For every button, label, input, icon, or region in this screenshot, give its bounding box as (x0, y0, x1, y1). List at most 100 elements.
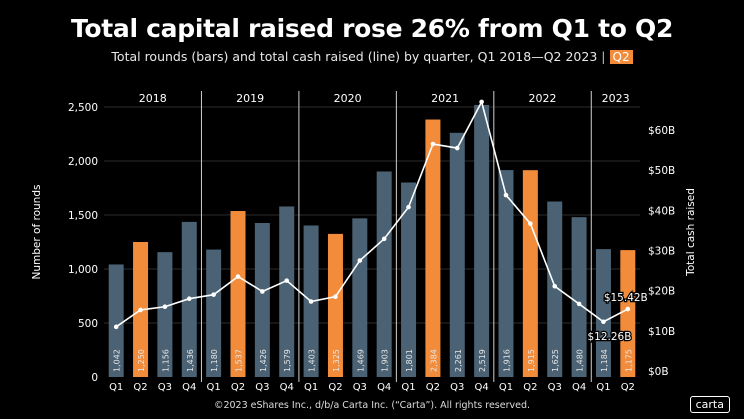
x-tick-label: Q3 (450, 382, 464, 393)
annotation-label: $12.26B (587, 331, 631, 343)
bar-2020-Q4 (376, 171, 392, 377)
bar-2019-Q4 (279, 206, 295, 377)
carta-logo: carta (689, 396, 730, 413)
right-tick-label: $20B (648, 286, 675, 298)
left-tick-label: 2,000 (68, 156, 98, 168)
year-label: 2018 (139, 92, 167, 105)
left-tick-label: 2,500 (68, 102, 98, 114)
cash-raised-point (113, 324, 119, 330)
bar-series (108, 104, 636, 377)
year-label: 2020 (334, 92, 362, 105)
bar-value-labels: 1,042 1,250 1,156 1,436 1,180 1,537 1,426 1,579… (113, 349, 634, 372)
year-label: 2021 (431, 92, 459, 105)
x-tick-label: Q2 (426, 382, 440, 393)
cash-raised-point (430, 141, 436, 147)
year-label: 2022 (529, 92, 557, 105)
year-label: 2019 (236, 92, 264, 105)
bar-value-label: 2,384 (429, 349, 438, 372)
bar-2019-Q3 (254, 222, 270, 377)
right-tick-label: $30B (648, 246, 675, 258)
annotation-label: $15.42B (604, 292, 648, 304)
x-tick-label: Q1 (109, 382, 123, 393)
left-axis-tick-labels: 0 500 1,000 1,500 2,000 2,500 (68, 102, 98, 384)
bar-value-label: 1,042 (113, 349, 122, 372)
x-tick-label: Q4 (377, 382, 391, 393)
line-series (113, 99, 631, 330)
x-tick-label: Q2 (621, 382, 635, 393)
bar-value-label: 1,801 (405, 349, 414, 372)
x-tick-label: Q1 (401, 382, 415, 393)
x-tick-label: Q1 (304, 382, 318, 393)
left-axis-label: Number of rounds (31, 185, 43, 280)
right-tick-label: $60B (648, 125, 675, 137)
cash-raised-point (454, 145, 460, 151)
cash-raised-point (333, 294, 338, 299)
cash-raised-point (211, 292, 216, 297)
cash-raised-point (479, 99, 484, 105)
bar-value-label: 2,261 (454, 349, 463, 372)
cash-raised-point (308, 299, 314, 304)
x-tick-label: Q4 (572, 382, 586, 393)
x-tick-label: Q1 (596, 382, 610, 393)
chart-subtitle: Total rounds (bars) and total cash raise… (0, 49, 744, 64)
bar-2022-Q1 (498, 170, 514, 377)
x-tick-label: Q3 (255, 382, 269, 393)
left-tick-label: 1,000 (68, 264, 98, 276)
chart-title: Total capital raised rose 26% from Q1 to… (70, 14, 674, 43)
x-tick-label: Q2 (231, 382, 245, 393)
right-axis-label: Total cash raised (685, 188, 697, 277)
subtitle-q2-tag: Q2 (609, 50, 633, 64)
bar-2018-Q3 (157, 252, 173, 377)
bar-value-label: 1,325 (332, 349, 341, 372)
bar-2023-Q1 (595, 249, 611, 377)
year-dividers (200, 91, 592, 382)
bar-2022-Q4 (571, 217, 587, 377)
line-annotations: $12.26B $15.42B (586, 291, 649, 344)
cash-raised-point (625, 306, 631, 312)
cash-raised-point (503, 192, 509, 198)
cash-raised-point (162, 304, 168, 310)
bar-2019-Q1 (206, 249, 222, 377)
bar-2022-Q2 (522, 170, 538, 377)
cash-raised-point (235, 274, 241, 279)
bar-value-label: 1,184 (600, 349, 609, 372)
cash-raised-point (381, 236, 387, 242)
x-axis-tick-labels: Q1 Q2 Q3 Q4 Q1 Q2 Q3 Q4 Q1 Q2 Q3 Q4 Q1 Q2 Q3 Q4 Q1 Q2 Q3 Q4… (109, 382, 635, 393)
cash-raised-point (601, 319, 606, 325)
x-tick-label: Q1 (499, 382, 513, 393)
bar-value-label: 1,156 (161, 349, 170, 372)
bar-value-label: 1,480 (576, 349, 585, 372)
bar-2018-Q1 (108, 264, 124, 377)
year-label: 2023 (602, 92, 630, 105)
right-tick-label: $10B (648, 326, 675, 338)
cash-raised-point (552, 283, 558, 289)
bar-2022-Q3 (547, 201, 563, 377)
x-tick-label: Q3 (548, 382, 562, 393)
bar-value-label: 1,915 (527, 349, 536, 372)
bar-2020-Q2 (327, 233, 343, 377)
cash-raised-point (357, 258, 363, 263)
x-tick-label: Q1 (207, 382, 221, 393)
bar-value-label: 1,180 (210, 349, 219, 372)
x-tick-label: Q3 (353, 382, 367, 393)
bar-2019-Q2 (230, 211, 246, 377)
right-axis-tick-labels: $0B $10B $20B $30B $40B $50B $60B (648, 125, 675, 378)
cash-raised-point (138, 307, 143, 313)
x-tick-label: Q4 (280, 382, 294, 393)
bar-value-label: 1,426 (259, 349, 268, 372)
left-tick-label: 1,500 (68, 210, 98, 222)
right-tick-label: $50B (648, 165, 675, 177)
cash-raised-point (528, 221, 533, 226)
bar-value-label: 1,537 (235, 349, 244, 372)
cash-raised-point (406, 204, 411, 210)
bar-value-label: 2,519 (478, 349, 487, 372)
cash-raised-point (186, 296, 192, 302)
x-tick-label: Q4 (182, 382, 196, 393)
right-tick-label: $40B (648, 205, 675, 217)
bar-value-label: 1,175 (624, 349, 633, 372)
x-tick-label: Q4 (475, 382, 489, 393)
x-tick-label: Q2 (328, 382, 342, 393)
year-labels: 2018 2019 2020 2021 2022 2023 (139, 92, 630, 105)
x-tick-label: Q3 (158, 382, 172, 393)
